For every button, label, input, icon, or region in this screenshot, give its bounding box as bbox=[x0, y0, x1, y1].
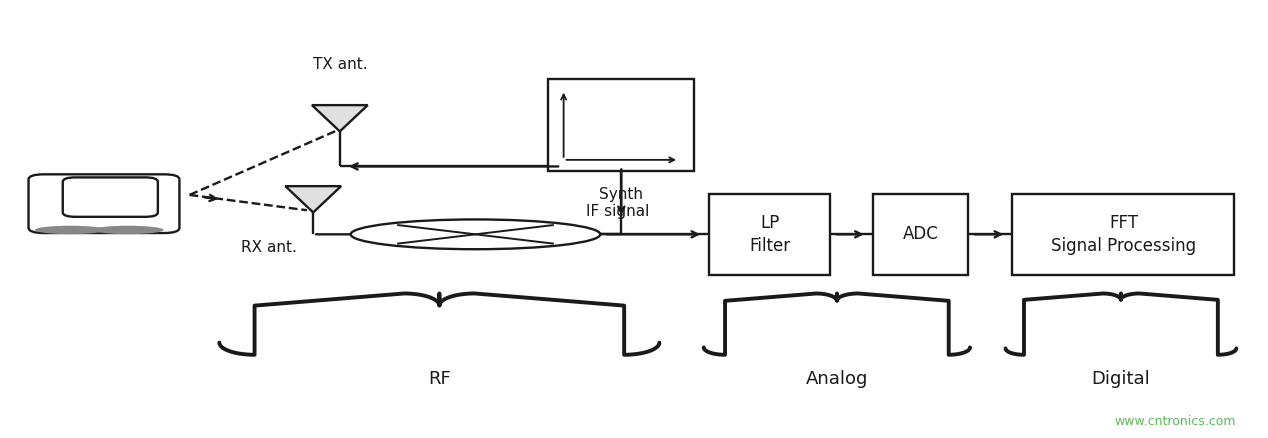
Bar bbox=[548, 79, 695, 171]
Text: www.cntronics.com: www.cntronics.com bbox=[1115, 415, 1236, 428]
Text: Analog: Analog bbox=[805, 370, 869, 388]
Text: Synth: Synth bbox=[600, 187, 643, 202]
Bar bbox=[872, 194, 969, 275]
Text: RF: RF bbox=[429, 370, 451, 388]
Text: TX ant.: TX ant. bbox=[312, 57, 368, 72]
Bar bbox=[710, 194, 829, 275]
Polygon shape bbox=[312, 105, 368, 131]
Text: ADC: ADC bbox=[903, 225, 938, 244]
FancyBboxPatch shape bbox=[63, 177, 157, 217]
Text: RX ant.: RX ant. bbox=[241, 240, 297, 255]
Bar bbox=[1012, 194, 1234, 275]
Text: IF signal: IF signal bbox=[586, 204, 649, 219]
Text: Digital: Digital bbox=[1092, 370, 1150, 388]
Text: LP
Filter: LP Filter bbox=[749, 214, 790, 255]
Ellipse shape bbox=[93, 226, 164, 234]
Ellipse shape bbox=[34, 226, 105, 234]
Ellipse shape bbox=[351, 219, 600, 249]
Polygon shape bbox=[285, 186, 341, 212]
FancyBboxPatch shape bbox=[29, 174, 180, 233]
Text: FFT
Signal Processing: FFT Signal Processing bbox=[1051, 214, 1196, 255]
